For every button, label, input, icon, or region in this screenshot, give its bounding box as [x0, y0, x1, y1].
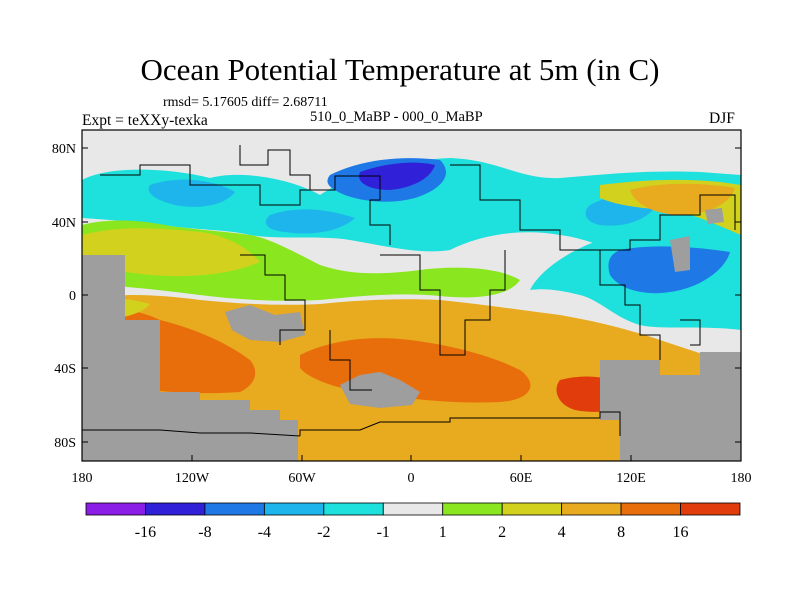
colorbar: -16 -8 -4 -2 -1 1 2 4 8 16 — [85, 502, 741, 541]
land-mask — [82, 255, 298, 461]
land-mask — [600, 352, 741, 461]
cold-region-light — [82, 158, 741, 253]
colorbar-label: -4 — [258, 524, 271, 541]
colorbar-swatch — [263, 502, 325, 516]
colorbar-label: 8 — [617, 524, 625, 541]
colorbar-label: -8 — [198, 524, 211, 541]
y-tick-label: 80N — [52, 142, 76, 157]
colorbar-label: 1 — [439, 524, 447, 541]
colorbar-label: 2 — [498, 524, 506, 541]
coastline-outlines — [82, 145, 736, 437]
y-tick-label: 40N — [52, 216, 76, 231]
x-tick-label: 60E — [510, 471, 533, 486]
land-mask — [340, 372, 420, 408]
colorbar-swatch — [620, 502, 681, 516]
x-tick-label: 0 — [408, 471, 415, 486]
x-tick-label: 120W — [175, 471, 210, 486]
map-field — [82, 130, 741, 461]
colorbar-label: 4 — [558, 524, 566, 541]
difference-subtitle: 510_0_MaBP - 000_0_MaBP — [310, 109, 483, 125]
colorbar-swatch — [501, 502, 563, 516]
colorbar-label: -2 — [317, 524, 330, 541]
stats-label: rmsd= 5.17605 diff= 2.68711 — [163, 95, 328, 110]
y-tick-label: 80S — [54, 436, 76, 451]
x-tick-label: 120E — [616, 471, 646, 486]
colorbar-swatch — [382, 502, 444, 516]
experiment-label: Expt = teXXy-texka — [82, 112, 208, 129]
colorbar-label: -16 — [135, 524, 156, 541]
warm-region-strong — [630, 183, 735, 215]
x-tick-label: 180 — [731, 471, 752, 486]
x-tick-label: 60W — [288, 471, 316, 486]
colorbar-swatch — [145, 502, 206, 516]
colorbar-swatch — [323, 502, 384, 516]
colorbar-swatch — [442, 502, 503, 516]
land-mask — [705, 208, 724, 224]
cold-region-mid — [265, 209, 355, 234]
cold-region-strongest — [359, 162, 435, 190]
y-tick-label: 0 — [69, 289, 76, 304]
y-tick-label: 40S — [54, 362, 76, 377]
colorbar-label: -1 — [377, 524, 390, 541]
colorbar-swatch — [204, 502, 265, 516]
cold-region-strong — [608, 246, 730, 294]
colorbar-label: 16 — [673, 524, 689, 541]
land-mask — [670, 236, 690, 272]
colorbar-swatch — [85, 502, 146, 516]
plot-title: Ocean Potential Temperature at 5m (in C) — [140, 52, 660, 87]
axis-ticks — [81, 147, 742, 461]
colorbar-swatch — [561, 502, 622, 516]
x-tick-label: 180 — [72, 471, 93, 486]
warm-region-mid — [82, 228, 260, 277]
land-mask — [225, 305, 305, 342]
season-label: DJF — [709, 110, 735, 127]
colorbar-swatch — [680, 502, 741, 516]
cold-region-mid — [148, 179, 235, 207]
